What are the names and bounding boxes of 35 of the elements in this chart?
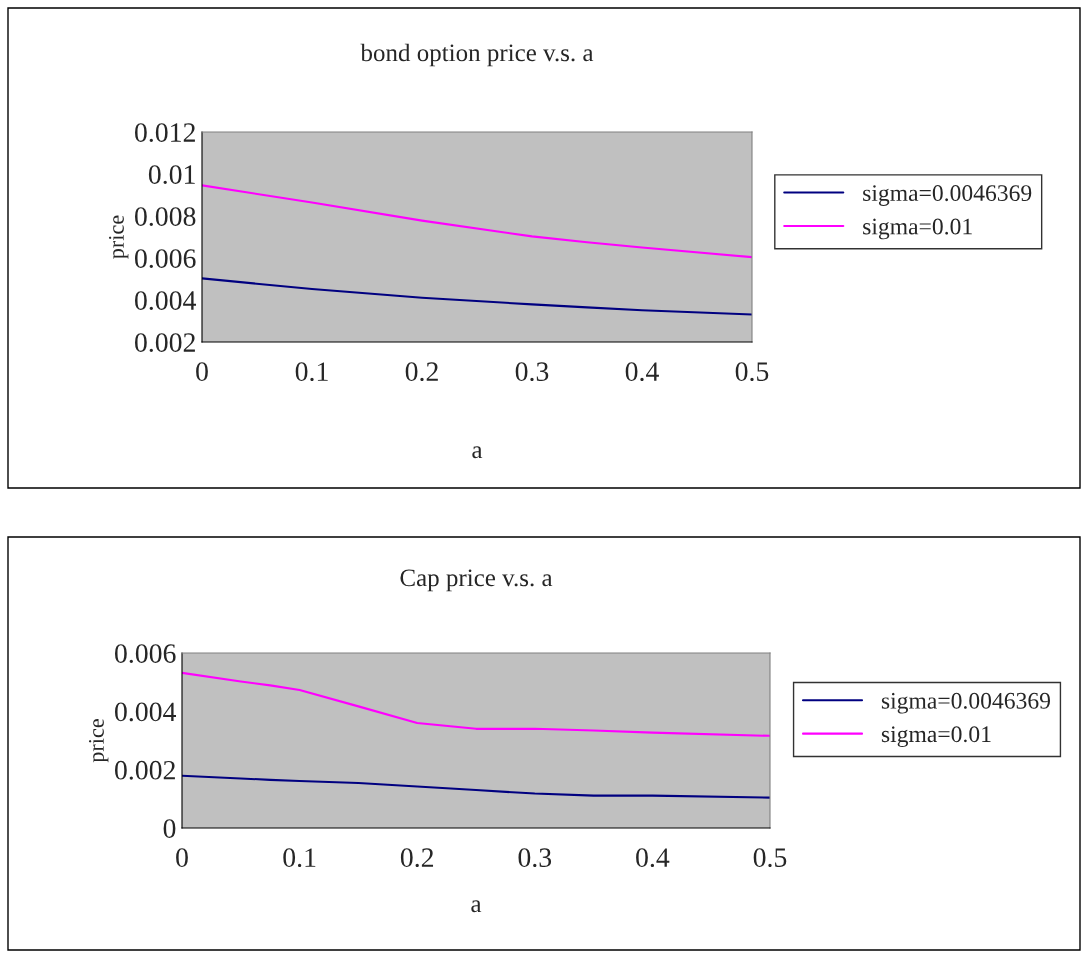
y-tick-label: 0.01 bbox=[148, 165, 195, 185]
legend-label: sigma=0.0046369 bbox=[881, 692, 1051, 714]
line-series bbox=[182, 774, 770, 799]
y-tick-label: 0.006 bbox=[135, 249, 196, 269]
y-tick-label: 0.002 bbox=[115, 760, 175, 780]
x-tick-label: 0.1 bbox=[283, 848, 316, 868]
x-tick-label: 0.1 bbox=[295, 362, 328, 382]
line-series bbox=[202, 277, 752, 316]
chart-title: bond option price v.s. a bbox=[360, 43, 594, 67]
x-axis-title: a bbox=[472, 446, 483, 459]
x-axis-title: a bbox=[471, 900, 482, 913]
y-tick-label: 0.008 bbox=[135, 207, 196, 227]
x-tick-label: 0.2 bbox=[405, 362, 438, 382]
x-tick-label: 0.3 bbox=[515, 362, 549, 382]
x-tick-label: 0 bbox=[196, 362, 208, 381]
x-tick-label: 0.4 bbox=[636, 848, 670, 868]
line-series bbox=[182, 671, 770, 737]
x-tick-label: 0.5 bbox=[735, 362, 769, 382]
legend-label: sigma=0.01 bbox=[881, 726, 991, 748]
y-tick-label: 0.004 bbox=[135, 291, 197, 311]
legend-label: sigma=0.01 bbox=[863, 218, 972, 240]
line-series bbox=[202, 184, 752, 259]
y-tick-label: 0.012 bbox=[135, 123, 195, 143]
chart-title: Cap price v.s. a bbox=[400, 569, 553, 592]
x-tick-label: 0.3 bbox=[518, 848, 552, 868]
y-tick-label: 0.002 bbox=[135, 333, 195, 353]
x-tick-label: 0.5 bbox=[753, 848, 787, 868]
x-tick-label: 0.4 bbox=[625, 362, 659, 382]
y-axis-title: price bbox=[88, 719, 109, 763]
legend-label: sigma=0.0046369 bbox=[863, 185, 1032, 206]
y-axis-title: price bbox=[108, 215, 129, 259]
y-tick-label: 0.006 bbox=[115, 644, 176, 664]
x-tick-label: 0.2 bbox=[400, 848, 434, 868]
y-tick-label: 0.004 bbox=[115, 702, 177, 722]
y-tick-label: 0 bbox=[163, 819, 176, 838]
